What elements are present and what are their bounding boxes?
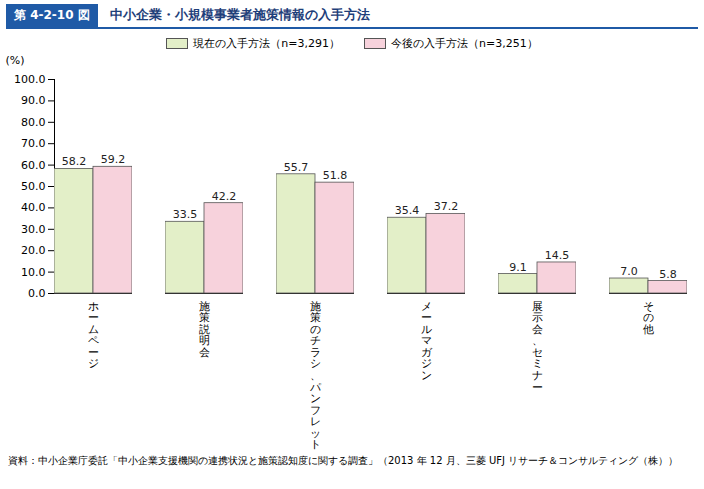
svg-text:58.2: 58.2 [62,155,87,168]
svg-text:50.0: 50.0 [21,180,46,193]
svg-text:7.0: 7.0 [620,265,638,278]
svg-text:10.0: 10.0 [21,266,46,279]
svg-text:20.0: 20.0 [21,244,46,257]
svg-text:展示会、セミナー: 展示会、セミナー [532,300,543,394]
svg-text:51.8: 51.8 [323,169,348,182]
html-text:第 4-2-10 図: 第 4-2-10 図 [14,7,90,22]
svg-text:60.0: 60.0 [21,159,46,172]
svg-text:9.1: 9.1 [509,261,527,274]
html-text:資料：中小企業庁委託「中小企業支援機関の連携状況と施策認知度: 資料：中小企業庁委託「中小企業支援機関の連携状況と施策認知度に関する調査」（20… [8,455,679,466]
svg-text:30.0: 30.0 [21,223,46,236]
svg-text:90.0: 90.0 [21,94,46,107]
svg-text:40.0: 40.0 [21,201,46,214]
svg-text:33.5: 33.5 [173,208,198,221]
svg-text:55.7: 55.7 [284,161,309,174]
svg-text:37.2: 37.2 [434,200,459,213]
svg-text:80.0: 80.0 [21,116,46,129]
svg-text:100.0: 100.0 [14,73,46,86]
svg-text:59.2: 59.2 [101,153,126,166]
svg-text:ホームページ: ホームページ [88,300,99,371]
svg-text:(%): (%) [6,54,25,67]
svg-text:14.5: 14.5 [545,249,570,262]
html-text:今後の入手方法（n=3,251）: 今後の入手方法（n=3,251） [391,36,538,50]
svg-text:35.4: 35.4 [395,204,420,217]
svg-text:その他: その他 [643,300,654,336]
svg-text:42.2: 42.2 [212,190,237,203]
svg-text:施策説明会: 施策説明会 [199,300,210,359]
html-text:中小企業・小規模事業者施策情報の入手方法: 中小企業・小規模事業者施策情報の入手方法 [109,7,370,22]
svg-text:施策のチラシ、パンフレット: 施策のチラシ、パンフレット [309,300,322,452]
html-text:現在の入手方法（n=3,291）: 現在の入手方法（n=3,291） [193,36,340,50]
svg-text:0.0: 0.0 [28,287,46,300]
svg-text:70.0: 70.0 [21,137,46,150]
svg-text:5.8: 5.8 [659,268,677,281]
svg-text:メールマガジン: メールマガジン [421,300,433,382]
